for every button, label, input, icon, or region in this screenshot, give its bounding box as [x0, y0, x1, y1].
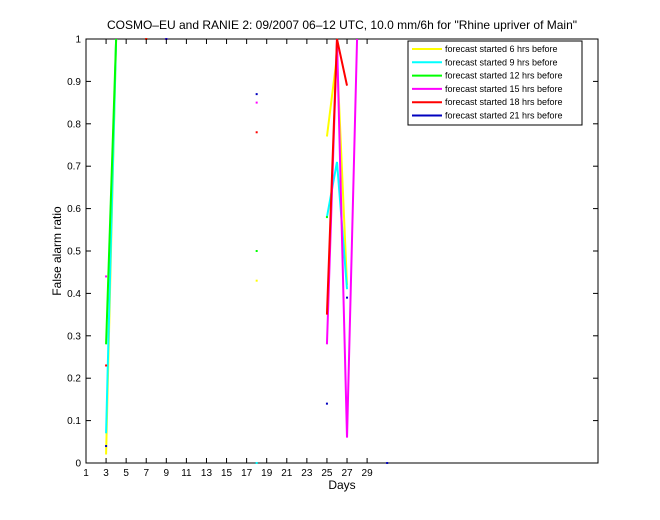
series-layer — [105, 38, 389, 464]
legend-label: forecast started 21 hrs before — [445, 111, 563, 121]
series-line — [105, 38, 118, 345]
axes-layer: 1 3 5 7 9 11 13 15 17 19 21 23 25 27 2900.10.20.30.40.… — [67, 35, 598, 479]
y-tick-label: 0.8 — [67, 119, 81, 130]
x-tick-label: 21 — [281, 468, 293, 479]
series-point — [325, 216, 328, 219]
legend-label: forecast started 18 hrs before — [445, 97, 563, 107]
y-tick-label: 0.4 — [67, 289, 81, 300]
series-point — [346, 296, 349, 299]
x-tick-label: 23 — [301, 468, 313, 479]
series-point — [255, 279, 258, 282]
series-point — [255, 93, 258, 96]
x-tick-label: 25 — [321, 468, 333, 479]
legend-label: forecast started 15 hrs before — [445, 84, 563, 94]
x-tick-label: 9 — [164, 468, 170, 479]
y-tick-label: 1 — [75, 35, 81, 46]
legend-label: forecast started 6 hrs before — [445, 44, 558, 54]
legend-label: forecast started 9 hrs before — [445, 57, 558, 67]
y-axis-label: False alarm ratio — [50, 206, 64, 296]
x-tick-label: 3 — [103, 468, 109, 479]
x-tick-label: 11 — [181, 468, 192, 479]
x-tick-label: 5 — [123, 468, 129, 479]
series-line — [325, 38, 348, 315]
y-tick-label: 0 — [75, 459, 81, 470]
x-tick-label: 7 — [143, 468, 149, 479]
y-tick-label: 0.3 — [67, 331, 81, 342]
y-tick-label: 0.5 — [67, 247, 81, 258]
y-tick-label: 0.2 — [67, 374, 81, 385]
x-tick-label: 29 — [362, 468, 374, 479]
series-point — [255, 101, 258, 104]
series-point — [105, 275, 108, 278]
y-tick-label: 0.1 — [67, 416, 81, 427]
series-point — [386, 462, 389, 464]
x-tick-label: 17 — [241, 468, 253, 479]
y-tick-label: 0.6 — [67, 204, 81, 215]
x-tick-label: 13 — [201, 468, 213, 479]
legend: forecast started 6 hrs before forecast st… — [407, 40, 583, 126]
legend-label: forecast started 12 hrs before — [445, 71, 563, 81]
series-point — [255, 131, 258, 134]
x-tick-label: 19 — [261, 468, 273, 479]
x-tick-label: 15 — [221, 468, 233, 479]
series-point — [255, 250, 258, 252]
y-tick-label: 0.7 — [67, 162, 81, 173]
chart-title: COSMO–EU and RANIE 2: 09/2007 06–12 UTC,… — [107, 18, 577, 32]
series-point — [105, 364, 108, 367]
series-point — [105, 445, 108, 448]
x-axis-label: Days — [328, 478, 355, 492]
x-tick-label: 1 — [83, 468, 89, 479]
x-tick-label: 27 — [341, 468, 353, 479]
series-point — [325, 402, 328, 405]
legend-box — [407, 40, 583, 126]
series-point — [255, 462, 258, 464]
y-tick-label: 0.9 — [67, 77, 81, 88]
